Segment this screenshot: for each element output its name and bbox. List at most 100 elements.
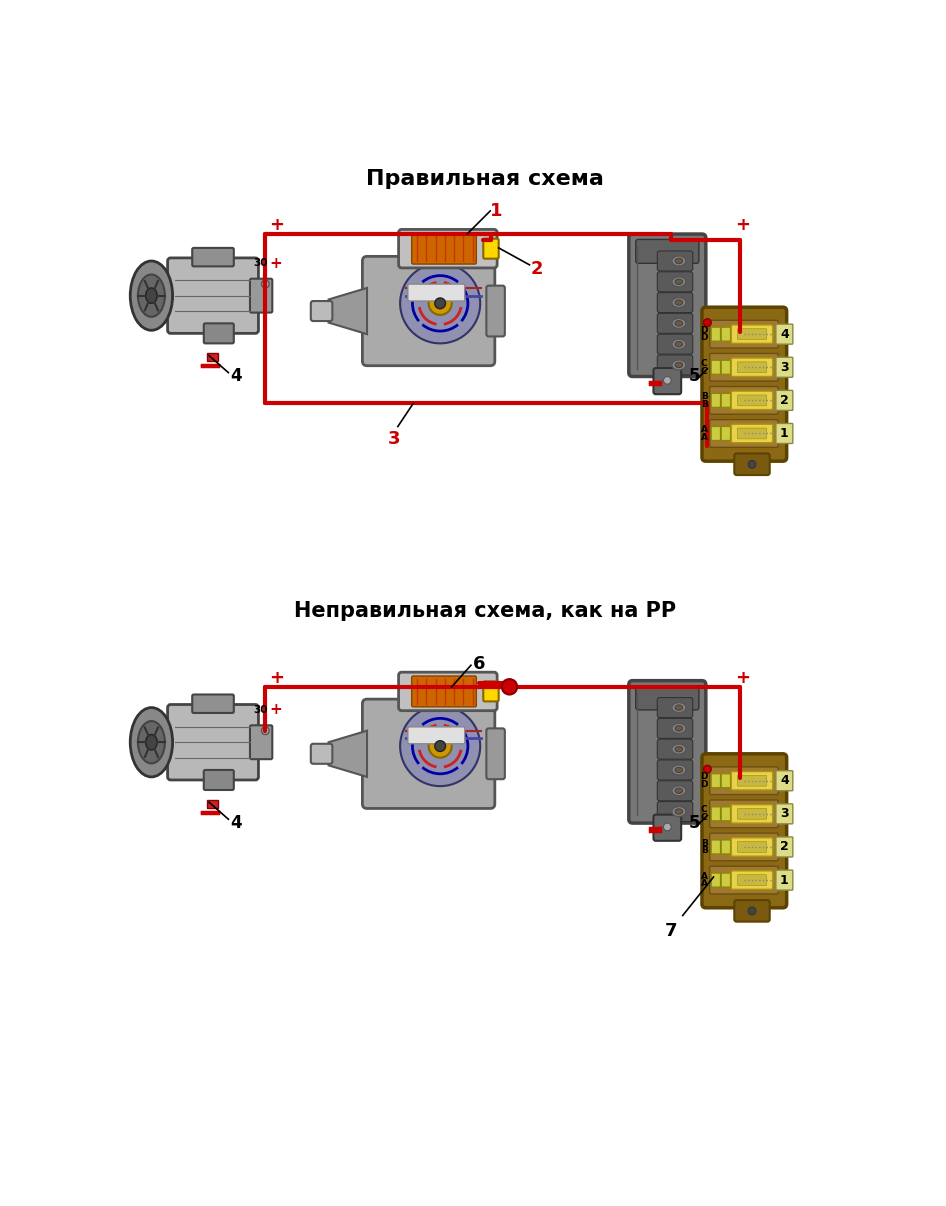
Text: 4: 4 bbox=[780, 774, 789, 788]
Text: 5: 5 bbox=[689, 814, 700, 832]
FancyBboxPatch shape bbox=[629, 680, 706, 822]
FancyBboxPatch shape bbox=[711, 841, 721, 854]
Text: 4: 4 bbox=[230, 814, 241, 832]
Circle shape bbox=[501, 679, 517, 695]
FancyBboxPatch shape bbox=[731, 871, 773, 889]
FancyBboxPatch shape bbox=[657, 293, 692, 312]
FancyBboxPatch shape bbox=[710, 353, 779, 381]
Text: B: B bbox=[701, 847, 708, 855]
FancyBboxPatch shape bbox=[721, 361, 730, 374]
FancyBboxPatch shape bbox=[776, 870, 793, 890]
Polygon shape bbox=[328, 731, 367, 777]
FancyBboxPatch shape bbox=[311, 744, 332, 763]
FancyBboxPatch shape bbox=[737, 808, 766, 819]
Text: 1: 1 bbox=[490, 201, 502, 219]
FancyBboxPatch shape bbox=[636, 686, 699, 710]
Circle shape bbox=[429, 734, 452, 757]
FancyBboxPatch shape bbox=[721, 841, 730, 854]
FancyBboxPatch shape bbox=[731, 804, 773, 822]
FancyBboxPatch shape bbox=[398, 229, 498, 268]
Circle shape bbox=[400, 263, 481, 344]
FancyBboxPatch shape bbox=[776, 837, 793, 857]
Text: C: C bbox=[701, 813, 708, 822]
Circle shape bbox=[748, 461, 756, 468]
Ellipse shape bbox=[675, 341, 683, 347]
FancyBboxPatch shape bbox=[734, 453, 770, 475]
FancyBboxPatch shape bbox=[250, 279, 272, 312]
FancyBboxPatch shape bbox=[776, 391, 793, 410]
Text: D: D bbox=[701, 780, 708, 789]
FancyBboxPatch shape bbox=[776, 324, 793, 344]
Ellipse shape bbox=[675, 321, 683, 326]
Circle shape bbox=[400, 706, 481, 786]
Text: A: A bbox=[701, 872, 708, 880]
FancyBboxPatch shape bbox=[486, 286, 505, 336]
FancyBboxPatch shape bbox=[167, 704, 258, 780]
Ellipse shape bbox=[675, 726, 683, 731]
Text: C: C bbox=[701, 359, 708, 368]
Ellipse shape bbox=[675, 767, 683, 773]
Circle shape bbox=[663, 822, 671, 831]
FancyBboxPatch shape bbox=[721, 393, 730, 408]
FancyBboxPatch shape bbox=[192, 248, 234, 267]
Text: 3: 3 bbox=[780, 361, 789, 374]
Ellipse shape bbox=[138, 275, 165, 317]
FancyBboxPatch shape bbox=[710, 800, 779, 827]
Circle shape bbox=[748, 907, 756, 914]
FancyBboxPatch shape bbox=[408, 727, 464, 744]
Ellipse shape bbox=[672, 786, 686, 796]
FancyBboxPatch shape bbox=[776, 771, 793, 791]
FancyBboxPatch shape bbox=[710, 386, 779, 414]
Ellipse shape bbox=[138, 721, 165, 763]
FancyBboxPatch shape bbox=[737, 362, 766, 373]
Text: 2: 2 bbox=[780, 394, 789, 406]
Ellipse shape bbox=[261, 280, 270, 288]
Text: B: B bbox=[701, 392, 708, 402]
Text: 5: 5 bbox=[689, 368, 700, 386]
FancyBboxPatch shape bbox=[776, 804, 793, 824]
Text: 2: 2 bbox=[780, 841, 789, 854]
FancyBboxPatch shape bbox=[731, 772, 773, 790]
FancyBboxPatch shape bbox=[731, 391, 773, 410]
FancyBboxPatch shape bbox=[737, 329, 766, 340]
FancyBboxPatch shape bbox=[711, 774, 721, 788]
Text: B: B bbox=[701, 838, 708, 848]
Ellipse shape bbox=[672, 339, 686, 350]
FancyBboxPatch shape bbox=[721, 873, 730, 886]
FancyBboxPatch shape bbox=[721, 807, 730, 821]
FancyBboxPatch shape bbox=[711, 807, 721, 821]
FancyBboxPatch shape bbox=[721, 427, 730, 440]
Text: 30: 30 bbox=[254, 704, 268, 715]
FancyBboxPatch shape bbox=[731, 324, 773, 344]
FancyBboxPatch shape bbox=[203, 769, 234, 790]
Ellipse shape bbox=[672, 744, 686, 754]
Text: +: + bbox=[269, 216, 284, 234]
Ellipse shape bbox=[672, 256, 686, 267]
FancyBboxPatch shape bbox=[731, 425, 773, 443]
Text: +: + bbox=[270, 256, 283, 271]
Ellipse shape bbox=[146, 288, 157, 304]
FancyBboxPatch shape bbox=[167, 258, 258, 333]
Ellipse shape bbox=[672, 765, 686, 775]
FancyBboxPatch shape bbox=[702, 308, 787, 461]
FancyBboxPatch shape bbox=[776, 423, 793, 444]
Text: 1: 1 bbox=[780, 427, 789, 440]
FancyBboxPatch shape bbox=[731, 358, 773, 376]
FancyBboxPatch shape bbox=[483, 239, 499, 258]
Ellipse shape bbox=[675, 279, 683, 285]
FancyBboxPatch shape bbox=[711, 427, 721, 440]
Text: +: + bbox=[270, 702, 283, 718]
FancyBboxPatch shape bbox=[657, 802, 692, 821]
Text: D: D bbox=[701, 326, 708, 335]
FancyBboxPatch shape bbox=[657, 355, 692, 375]
Circle shape bbox=[435, 298, 446, 309]
Ellipse shape bbox=[131, 260, 172, 330]
Ellipse shape bbox=[675, 258, 683, 264]
FancyBboxPatch shape bbox=[629, 234, 706, 376]
Text: 7: 7 bbox=[665, 921, 677, 939]
Text: 4: 4 bbox=[780, 328, 789, 340]
FancyBboxPatch shape bbox=[737, 842, 766, 853]
Text: Неправильная схема, как на РР: Неправильная схема, как на РР bbox=[294, 602, 675, 621]
FancyBboxPatch shape bbox=[711, 393, 721, 408]
Ellipse shape bbox=[672, 276, 686, 287]
